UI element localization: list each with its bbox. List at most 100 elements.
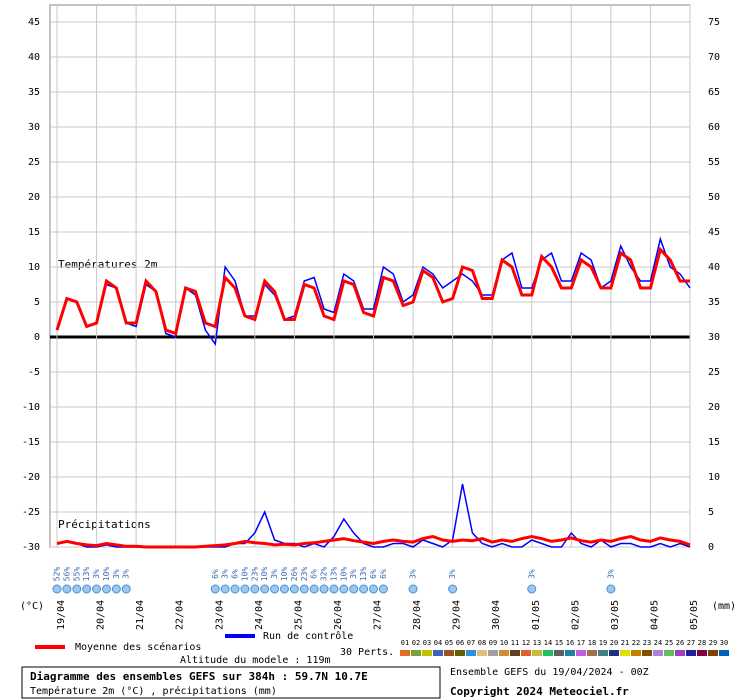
member-label: 05 <box>445 639 453 647</box>
snow-label: 52% <box>53 567 62 582</box>
y2-tick-label: 65 <box>708 87 720 98</box>
member-swatch <box>466 650 476 656</box>
member-label: 07 <box>467 639 475 647</box>
snowflake <box>82 584 92 594</box>
y-tick-label: -5 <box>28 367 40 378</box>
y2-unit: (mm) <box>712 601 736 612</box>
x-tick-label: 05/05 <box>689 600 700 630</box>
copyright: Copyright 2024 Meteociel.fr <box>450 685 629 698</box>
snowflake <box>606 584 616 594</box>
y-tick-label: 0 <box>34 332 40 343</box>
member-swatch <box>400 650 410 656</box>
snowflake <box>448 584 458 594</box>
snow-label: 10% <box>260 567 269 582</box>
snowflake <box>220 584 230 594</box>
snow-label: 6% <box>211 569 220 579</box>
run-info: Ensemble GEFS du 19/04/2024 - 00Z <box>450 667 649 678</box>
info-box <box>21 666 441 699</box>
member-swatch <box>565 650 575 656</box>
y-tick-label: -25 <box>22 507 40 518</box>
member-label: 12 <box>522 639 530 647</box>
snowflake <box>369 584 378 594</box>
member-swatch <box>543 650 553 656</box>
member-label: 24 <box>654 639 662 647</box>
x-tick-label: 23/04 <box>214 600 225 630</box>
snow-label: 3% <box>92 569 101 579</box>
snow-label: 3% <box>606 569 615 579</box>
member-swatch <box>642 650 652 656</box>
snowflake <box>279 584 289 594</box>
snow-label: 55% <box>72 567 81 582</box>
y-tick-label: -30 <box>22 542 40 553</box>
member-label: 21 <box>621 639 629 647</box>
member-swatch <box>532 650 542 656</box>
snow-label: 10% <box>280 567 289 582</box>
y-tick-label: 35 <box>28 87 40 98</box>
snow-label: 3% <box>448 569 457 579</box>
y-tick-label: 40 <box>28 52 40 63</box>
member-swatch <box>521 650 531 656</box>
x-tick-label: 22/04 <box>175 600 186 630</box>
member-label: 14 <box>544 639 552 647</box>
snowflake <box>250 584 260 594</box>
member-swatch <box>708 650 718 656</box>
snowflake <box>72 584 82 594</box>
snowflake <box>101 584 111 594</box>
snow-label: 3% <box>270 569 279 579</box>
snow-label: 10% <box>240 567 249 582</box>
member-label: 29 <box>709 639 717 647</box>
y2-tick-label: 35 <box>708 297 720 308</box>
y-tick-label: -15 <box>22 437 40 448</box>
snow-label: 23% <box>300 567 309 582</box>
snowflake <box>62 584 72 594</box>
altitude: Altitude du modele : 119m <box>180 655 331 666</box>
member-label: 08 <box>478 639 486 647</box>
member-label: 06 <box>456 639 464 647</box>
member-swatch <box>719 650 729 656</box>
member-label: 04 <box>434 639 442 647</box>
snowflake <box>260 584 270 594</box>
y-tick-label: 45 <box>28 17 40 28</box>
x-tick-label: 04/05 <box>649 600 660 630</box>
member-label: 16 <box>566 639 574 647</box>
y-tick-label: 25 <box>28 157 40 168</box>
y2-tick-label: 30 <box>708 332 720 343</box>
member-label: 23 <box>643 639 651 647</box>
snow-label: 13% <box>82 567 91 582</box>
y-unit: (°C) <box>20 601 44 612</box>
temp-line <box>55 246 690 336</box>
member-label: 22 <box>632 639 640 647</box>
snowflake <box>92 584 102 594</box>
x-tick-label: 20/04 <box>96 600 107 630</box>
y-tick-label: 30 <box>28 122 40 133</box>
member-label: 11 <box>511 639 519 647</box>
member-swatch <box>675 650 685 656</box>
snowflake <box>270 584 280 594</box>
member-swatch <box>488 650 498 656</box>
snow-label: 56% <box>62 567 71 582</box>
member-swatch <box>620 650 630 656</box>
x-tick-label: 29/04 <box>452 600 463 630</box>
snow-label: 23% <box>250 567 259 582</box>
snow-label: 3% <box>409 569 418 579</box>
y2-tick-label: 15 <box>708 437 720 448</box>
member-label: 17 <box>577 639 585 647</box>
precip-label: Précipitations <box>58 518 151 531</box>
member-label: 19 <box>599 639 607 647</box>
plot-area <box>49 4 691 548</box>
x-tick-label: 30/04 <box>491 600 502 630</box>
snowflake <box>319 584 329 594</box>
snowflake <box>111 584 121 594</box>
snowflake <box>210 584 220 594</box>
snow-label: 6% <box>231 569 240 579</box>
snow-label: 3% <box>527 569 536 579</box>
y-tick-label: 20 <box>28 192 40 203</box>
member-swatch <box>477 650 487 656</box>
legend-label: Moyenne des scénarios <box>75 641 201 653</box>
snowflake <box>121 584 131 594</box>
y2-tick-label: 25 <box>708 367 720 378</box>
member-swatch <box>631 650 641 656</box>
snowflake <box>378 584 388 594</box>
snow-label: 32% <box>320 567 329 582</box>
snow-label: 13% <box>359 567 368 582</box>
